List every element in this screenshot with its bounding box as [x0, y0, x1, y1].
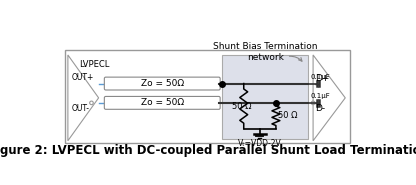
- FancyArrowPatch shape: [290, 56, 302, 61]
- Text: 0.1μF: 0.1μF: [310, 74, 330, 80]
- Text: OUT+: OUT+: [72, 73, 94, 82]
- Text: Vₜ=VDD-2V: Vₜ=VDD-2V: [238, 139, 282, 148]
- Text: Shunt Bias Termination: Shunt Bias Termination: [213, 42, 317, 51]
- Text: Zo = 50Ω: Zo = 50Ω: [141, 98, 184, 107]
- Text: Figure 2: LVPECL with DC-coupled Parallel Shunt Load Termination: Figure 2: LVPECL with DC-coupled Paralle…: [0, 144, 416, 157]
- FancyBboxPatch shape: [65, 50, 349, 143]
- Text: 0.1μF: 0.1μF: [310, 93, 330, 99]
- Text: D-: D-: [315, 104, 325, 113]
- Text: Zo = 50Ω: Zo = 50Ω: [141, 79, 184, 88]
- FancyBboxPatch shape: [104, 77, 220, 90]
- FancyBboxPatch shape: [104, 96, 220, 109]
- Text: LVPECL: LVPECL: [79, 60, 110, 69]
- Text: 50 Ω: 50 Ω: [232, 102, 252, 111]
- Text: network: network: [247, 53, 284, 62]
- Text: 50 Ω: 50 Ω: [278, 111, 297, 120]
- FancyBboxPatch shape: [222, 55, 308, 139]
- Text: D+: D+: [315, 74, 329, 83]
- Text: OUT-: OUT-: [72, 104, 89, 113]
